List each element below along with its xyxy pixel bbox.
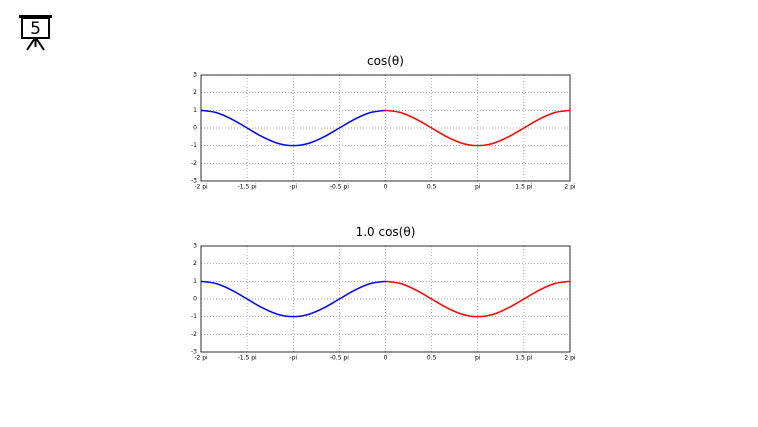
y-tick-label: 1	[193, 107, 197, 114]
x-tick-label: 0.5	[427, 355, 437, 362]
y-tick-label: 2	[193, 260, 197, 267]
slide-number: 5	[30, 19, 41, 39]
plot-frame	[200, 74, 571, 182]
y-tick-label: -1	[191, 313, 197, 320]
x-tick-label: -2 pi	[194, 184, 208, 191]
x-tick-label: 1.5 pi	[515, 355, 532, 362]
line-series	[385, 280, 571, 318]
y-tick-label: -1	[191, 142, 197, 149]
plot-frame	[200, 245, 571, 353]
x-tick-label: -2 pi	[194, 355, 208, 362]
x-tick-label: -pi	[289, 355, 297, 362]
chart-title: cos(θ)	[367, 54, 404, 68]
x-tick-label: 0	[384, 184, 388, 191]
x-tick-label: -1.5 pi	[238, 184, 257, 191]
x-tick-label: -pi	[289, 184, 297, 191]
chart-title: 1.0 cos(θ)	[356, 225, 416, 239]
y-tick-label: 0	[193, 125, 197, 132]
y-tick-label: 1	[193, 278, 197, 285]
y-tick-label: -2	[191, 160, 197, 167]
y-tick-label: 3	[193, 243, 197, 250]
line-series	[385, 109, 571, 147]
x-tick-label: 2 pi	[564, 355, 576, 362]
x-tick-label: 1.5 pi	[515, 184, 532, 191]
y-tick-label: 3	[193, 72, 197, 79]
y-tick-label: -3	[191, 178, 197, 185]
x-tick-label: pi	[475, 184, 481, 191]
y-tick-label: -3	[191, 349, 197, 356]
x-tick-label: 0.5	[427, 184, 437, 191]
x-tick-label: -1.5 pi	[238, 355, 257, 362]
x-tick-label: -0.5 pi	[330, 184, 349, 191]
x-tick-label: pi	[475, 355, 481, 362]
x-tick-label: 2 pi	[564, 184, 576, 191]
y-tick-label: -2	[191, 331, 197, 338]
y-tick-label: 0	[193, 296, 197, 303]
line-series	[200, 280, 386, 318]
x-tick-label: -0.5 pi	[330, 355, 349, 362]
y-tick-label: 2	[193, 89, 197, 96]
line-series	[200, 109, 386, 147]
slide-number-icon: 5	[19, 15, 52, 51]
x-tick-label: 0	[384, 355, 388, 362]
